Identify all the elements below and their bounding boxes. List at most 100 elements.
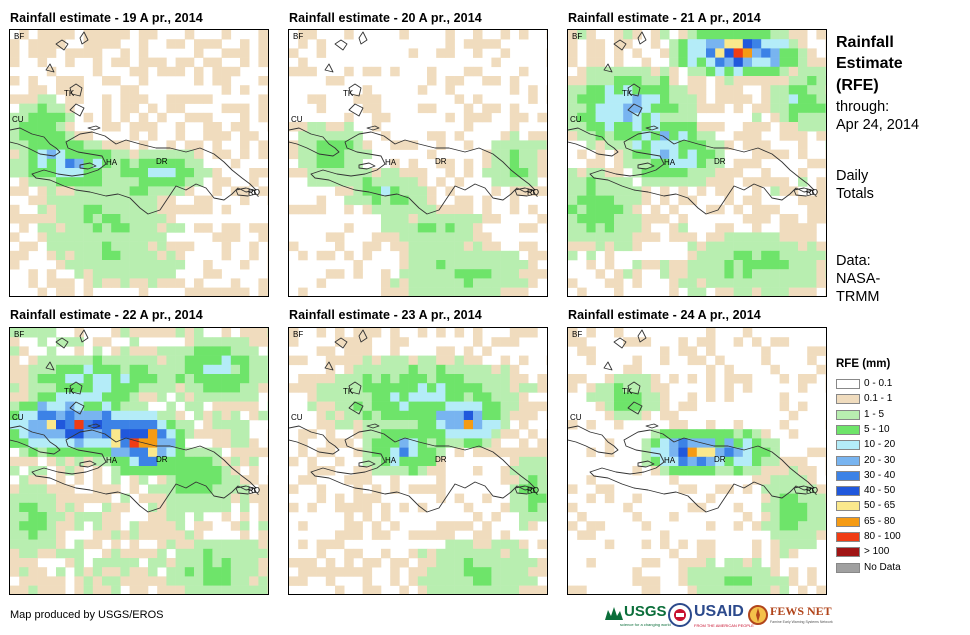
rainfall-cell — [74, 260, 84, 270]
rainfall-cell — [129, 186, 140, 196]
rainfall-cell — [138, 383, 149, 393]
rainfall-cell — [307, 204, 317, 215]
rainfall-cell — [568, 57, 578, 68]
rainfall-cell — [825, 103, 826, 114]
rainfall-cell — [752, 223, 762, 233]
rainfall-cell — [65, 168, 75, 178]
rainfall-cell — [298, 374, 308, 384]
rainfall-cell — [335, 456, 345, 467]
rainfall-cell — [696, 39, 707, 49]
rainfall-cell — [92, 66, 103, 77]
rainfall-cell — [715, 177, 725, 187]
rainfall-cell — [500, 140, 511, 150]
rainfall-cell — [221, 401, 232, 412]
rainfall-cell — [194, 158, 204, 169]
rainfall-cell — [463, 521, 474, 531]
rainfall-cell — [56, 475, 66, 485]
rainfall-cell — [325, 250, 336, 261]
rainfall-cell — [221, 466, 232, 476]
rainfall-cell — [706, 168, 716, 178]
rainfall-cell — [289, 241, 299, 252]
rainfall-cell — [742, 66, 753, 77]
usaid-logo: USAID FROM THE AMERICAN PEOPLE — [668, 602, 754, 630]
usaid-logo-tagline: FROM THE AMERICAN PEOPLE — [694, 623, 754, 628]
rainfall-cell — [184, 168, 195, 178]
rainfall-cell — [65, 466, 75, 476]
rainfall-cell — [491, 278, 501, 288]
rainfall-cell — [138, 420, 149, 430]
rainfall-cell — [779, 521, 790, 531]
rainfall-cell — [56, 223, 66, 233]
map-label-bf: BF — [293, 330, 303, 339]
rainfall-cell — [614, 140, 624, 150]
rainfall-cell — [742, 232, 753, 242]
rainfall-cell — [184, 493, 195, 504]
rainfall-cell — [500, 410, 511, 421]
rainfall-cell — [148, 346, 158, 356]
rainfall-cell — [454, 131, 465, 141]
rainfall-cell — [586, 241, 596, 252]
rainfall-cell — [37, 585, 48, 594]
rainfall-cell — [120, 232, 130, 242]
rainfall-cell — [463, 567, 474, 577]
rainfall-cell — [148, 502, 158, 513]
rainfall-cell — [696, 177, 707, 187]
rainfall-cell — [650, 177, 661, 187]
rainfall-cell — [184, 186, 195, 196]
rainfall-cell — [454, 539, 465, 550]
rainfall-cell — [623, 195, 633, 206]
rainfall-cell — [230, 475, 241, 485]
rainfall-cell — [742, 429, 753, 439]
rainfall-cell — [19, 392, 29, 402]
rainfall-cell — [74, 401, 84, 412]
rainfall-cell — [129, 204, 140, 215]
rainfall-cell — [175, 438, 186, 448]
rainfall-cell — [733, 48, 744, 58]
rainfall-cell — [742, 94, 753, 104]
rainfall-cell — [37, 420, 48, 430]
rainfall-cell — [10, 539, 20, 550]
rainfall-cell — [10, 456, 20, 467]
rainfall-cell — [92, 576, 103, 586]
rainfall-cell — [166, 466, 176, 476]
rainfall-cell — [111, 355, 121, 366]
rainfall-cell — [825, 76, 826, 86]
rainfall-cell — [577, 195, 587, 206]
rainfall-cell — [733, 521, 744, 531]
rainfall-cell — [194, 278, 204, 288]
rainfall-cell — [65, 447, 75, 458]
rainfall-cell — [138, 39, 149, 49]
rainfall-cell — [28, 177, 38, 187]
rainfall-cell — [10, 558, 20, 568]
rainfall-cell — [614, 392, 624, 402]
rainfall-cell — [175, 567, 186, 577]
rainfall-cell — [175, 278, 186, 288]
rainfall-cell — [500, 260, 511, 270]
rainfall-cell — [120, 269, 130, 279]
rainfall-cell — [230, 278, 241, 288]
rainfall-cell — [298, 576, 308, 586]
rainfall-cell — [240, 346, 250, 356]
rainfall-cell — [175, 241, 186, 252]
rainfall-cell — [203, 122, 213, 132]
rainfall-cell — [102, 260, 112, 270]
rainfall-cell — [678, 466, 688, 476]
rainfall-cell — [148, 223, 158, 233]
rainfall-cell — [577, 149, 587, 160]
rainfall-cell — [509, 475, 520, 485]
rainfall-cell — [678, 223, 688, 233]
rainfall-cell — [825, 420, 826, 430]
rainfall-cell — [390, 484, 400, 494]
rainfall-cell — [427, 410, 437, 421]
rainfall-cell — [408, 195, 419, 206]
rainfall-cell — [604, 112, 615, 123]
rainfall-cell — [138, 346, 149, 356]
rainfall-cell — [28, 76, 38, 86]
rainfall-cell — [56, 168, 66, 178]
rainfall-cell — [473, 214, 483, 224]
rainfall-cell — [724, 140, 734, 150]
rainfall-cell — [519, 512, 529, 522]
rainfall-cell — [417, 278, 428, 288]
rainfall-cell — [491, 420, 501, 430]
rainfall-cell — [325, 539, 336, 550]
